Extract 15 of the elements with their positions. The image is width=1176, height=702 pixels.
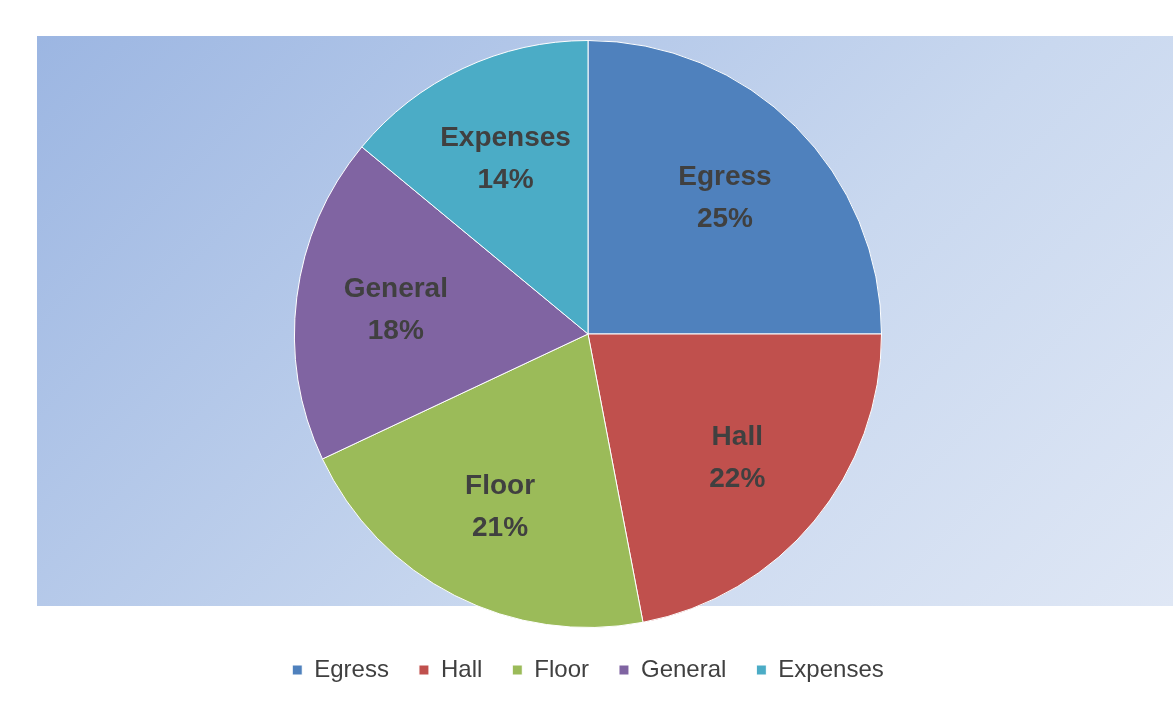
slice-label: Expenses: [440, 121, 571, 153]
legend-label: Expenses: [778, 654, 884, 682]
legend-label: Hall: [440, 654, 483, 682]
data-label: 25%: [696, 201, 754, 233]
data-label: 21%: [472, 511, 529, 543]
slice-label: Egress: [678, 159, 772, 191]
slice-label: General: [343, 272, 448, 304]
slice-label: Hall: [711, 420, 763, 452]
data-label: 22%: [709, 462, 766, 494]
data-label: 18%: [367, 314, 424, 346]
data-label: 14%: [477, 163, 534, 195]
legend-label: General: [640, 654, 727, 682]
slice-label: Floor: [465, 469, 536, 501]
legend-label: Egress: [314, 654, 389, 682]
legend-label: Floor: [534, 654, 589, 682]
